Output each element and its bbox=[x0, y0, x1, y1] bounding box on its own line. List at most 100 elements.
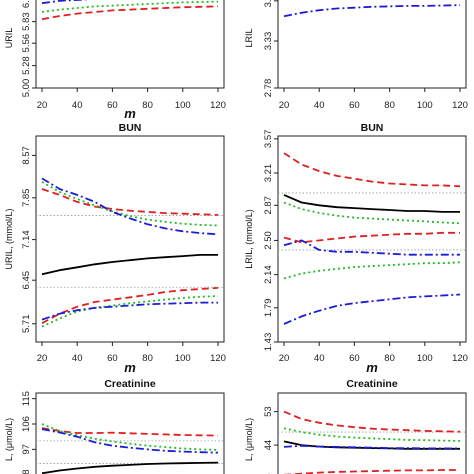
x-axis-title: m bbox=[124, 106, 136, 121]
y-tick-label: 5.71 bbox=[21, 315, 32, 334]
plot-frame bbox=[277, 135, 467, 343]
y-tick-label: 6.11 bbox=[21, 0, 32, 8]
x-tick-label: 100 bbox=[175, 353, 191, 364]
series-line-blue bbox=[283, 444, 460, 450]
chart-panel-4: 1.43 1.79 2.14 2.50 2.87 3.21 3.57 20 40 60 80 100 1… bbox=[244, 122, 468, 375]
y-tick-label: 106 bbox=[21, 416, 32, 432]
x-tick-label: 120 bbox=[210, 100, 226, 111]
x-tick-label: 100 bbox=[417, 353, 433, 364]
series-line-blue bbox=[41, 301, 218, 321]
x-axis-title: m bbox=[124, 360, 136, 375]
panel-title: Creatinine bbox=[346, 378, 398, 390]
x-tick-label: 120 bbox=[452, 100, 468, 111]
x-tick-label: 80 bbox=[384, 100, 395, 111]
x-axis-title: m bbox=[366, 360, 378, 375]
y-tick-label: 2.50 bbox=[263, 231, 274, 250]
y-tick-label: 97 bbox=[21, 444, 32, 455]
y-tick-label: 5.00 bbox=[21, 79, 32, 98]
series-line-blue bbox=[283, 4, 461, 18]
y-tick-label: 3.57 bbox=[263, 130, 274, 149]
y-tick-label: 2.14 bbox=[263, 265, 274, 284]
x-tick-label: 40 bbox=[314, 353, 325, 364]
x-tick-label: 60 bbox=[107, 100, 118, 111]
y-tick-label: 7.85 bbox=[21, 189, 32, 208]
y-tick-label: 53 bbox=[263, 406, 274, 417]
x-tick-label: 80 bbox=[384, 353, 395, 364]
x-tick-label: 20 bbox=[279, 100, 290, 111]
plot-area bbox=[278, 152, 466, 325]
plot-frame bbox=[277, 0, 467, 89]
x-tick-label: 40 bbox=[72, 100, 83, 111]
series-line-blue bbox=[41, 428, 219, 454]
plot-frame bbox=[277, 392, 467, 474]
y-axis-title: URIL, (mmol/L) bbox=[4, 208, 14, 269]
series-line-green bbox=[41, 295, 219, 328]
y-tick-label: 3.21 bbox=[263, 164, 274, 183]
y-tick-label: 88 bbox=[21, 469, 32, 474]
series-line-red bbox=[283, 231, 460, 244]
series-line-red bbox=[41, 5, 219, 21]
y-tick-label: 5.83 bbox=[21, 12, 32, 31]
series-line-black bbox=[283, 194, 460, 213]
series-line-green bbox=[283, 201, 461, 225]
x-tick-label: 60 bbox=[349, 353, 360, 364]
series-line-red bbox=[283, 469, 460, 474]
chart-panel-6: 354453L, (μmol/L)Creatinine bbox=[244, 378, 467, 474]
plot-area bbox=[36, 177, 224, 328]
plot-area bbox=[41, 0, 219, 21]
y-tick-label: 2.87 bbox=[263, 196, 274, 215]
y-tick-label: 1.43 bbox=[263, 333, 274, 352]
x-tick-label: 120 bbox=[452, 353, 468, 364]
y-tick-label: 7.14 bbox=[21, 230, 32, 249]
y-tick-label: 3.33 bbox=[263, 32, 274, 51]
y-axis-title: URIL bbox=[4, 28, 14, 49]
series-line-red bbox=[283, 410, 461, 433]
plot-frame bbox=[35, 0, 225, 89]
y-axis-title: L, (μmol/L) bbox=[244, 418, 254, 461]
plot-frame bbox=[35, 135, 225, 343]
x-tick-label: 100 bbox=[175, 100, 191, 111]
y-tick-label: 6.45 bbox=[21, 271, 32, 290]
plot-frame bbox=[35, 392, 225, 474]
x-tick-label: 60 bbox=[107, 353, 118, 364]
y-tick-label: 44 bbox=[263, 440, 274, 451]
plot-area bbox=[283, 4, 461, 18]
x-tick-label: 60 bbox=[349, 100, 360, 111]
panel-title: Creatinine bbox=[104, 378, 156, 390]
x-tick-label: 20 bbox=[37, 100, 48, 111]
y-tick-label: 8.57 bbox=[21, 146, 32, 165]
y-tick-label: 2.78 bbox=[263, 79, 274, 98]
series-line-black bbox=[41, 461, 219, 474]
chart-panel-1: 5.00 5.28 5.56 5.83 6.11 20 40 60 80 100 120 m URIL bbox=[4, 0, 226, 121]
chart-panel-5: 88 97 106 115 L, (μmol/L) Creatinine bbox=[4, 378, 225, 474]
x-tick-label: 40 bbox=[72, 353, 83, 364]
plot-area bbox=[278, 410, 466, 474]
series-line-blue bbox=[41, 177, 219, 236]
chart-panel-3: 5.71 6.45 7.14 7.85 8.57 20 40 60 80 100 120 m URIL,… bbox=[4, 122, 226, 375]
y-axis-title: LRIL, (mmol/L) bbox=[244, 209, 254, 269]
panel-title: BUN bbox=[119, 122, 142, 134]
series-line-blue bbox=[283, 239, 460, 256]
panel-title: BUN bbox=[361, 122, 384, 134]
chart-panel-2: 2.78 3.33 3.8 20 40 60 80 100 120 LRIL bbox=[244, 0, 468, 111]
series-line-green bbox=[283, 261, 461, 280]
series-line-red bbox=[41, 287, 219, 324]
x-tick-label: 40 bbox=[314, 100, 325, 111]
x-tick-label: 20 bbox=[279, 353, 290, 364]
series-line-red bbox=[41, 427, 219, 437]
x-tick-label: 100 bbox=[417, 100, 433, 111]
x-tick-label: 80 bbox=[142, 100, 153, 111]
x-tick-label: 20 bbox=[37, 353, 48, 364]
y-tick-label: 5.56 bbox=[21, 34, 32, 53]
y-tick-label: 5.28 bbox=[21, 56, 32, 75]
x-tick-label: 120 bbox=[210, 353, 226, 364]
y-tick-label: 115 bbox=[21, 391, 32, 406]
y-axis-title: L, (μmol/L) bbox=[4, 418, 14, 461]
series-line-black bbox=[41, 253, 218, 276]
series-line-red bbox=[283, 152, 461, 188]
plot-area bbox=[36, 423, 224, 474]
series-line-blue bbox=[283, 293, 461, 325]
y-axis-title: LRIL bbox=[244, 28, 254, 47]
